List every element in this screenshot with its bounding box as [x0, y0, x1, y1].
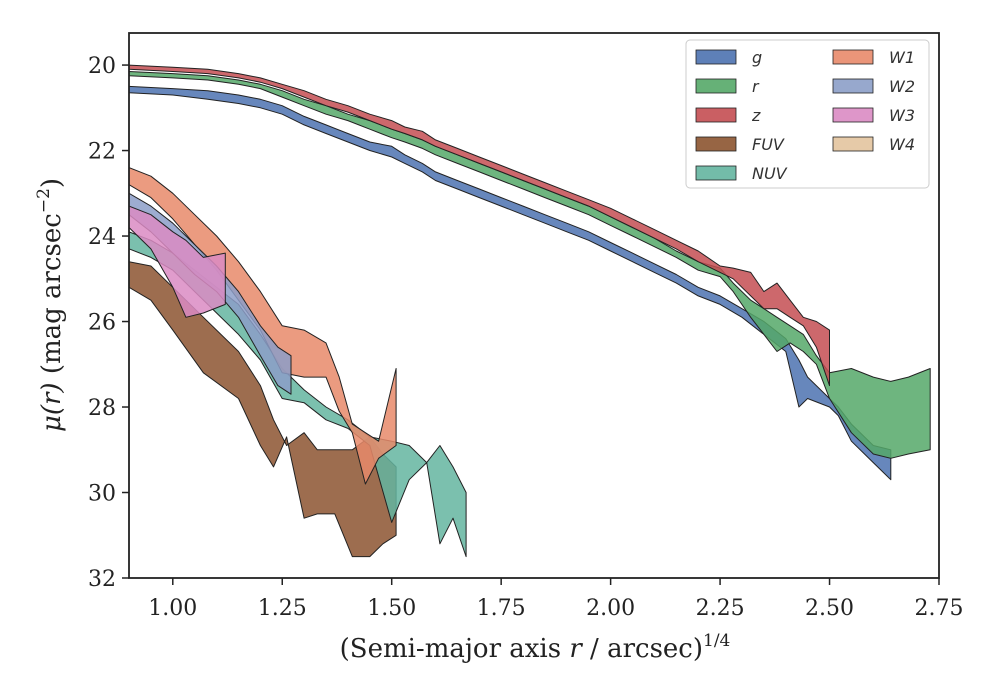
x-tick-label: 1.75 [477, 596, 526, 621]
x-axis-label: (Semi-major axis r / arcsec)1/4 [340, 631, 731, 664]
band-g-0 [129, 85, 892, 481]
x-tick-label: 2.25 [696, 596, 745, 621]
x-tick-label: 2.75 [915, 596, 964, 621]
x-tick-label: 2.00 [586, 596, 635, 621]
legend-swatch-fuv [695, 136, 737, 152]
y-tick-label: 24 [88, 225, 116, 250]
legend-label-w3: W3 [889, 106, 915, 125]
legend-label-w2: W2 [889, 77, 915, 96]
legend-swatch-w4 [832, 136, 874, 152]
x-axis: 1.00 1.25 1.50 1.75 2.00 2.25 2.50 2.75 [148, 578, 963, 621]
legend-swatch-r [695, 78, 737, 94]
x-tick-label: 1.25 [258, 596, 307, 621]
x-tick-label: 1.00 [148, 596, 197, 621]
legend-swatch-w3 [832, 107, 874, 123]
legend-label-g: g [752, 48, 762, 67]
legend-label-w4: W4 [889, 135, 915, 154]
legend-label-w1: W1 [889, 48, 915, 67]
legend-swatch-z [695, 107, 737, 123]
legend-swatch-w2 [832, 78, 874, 94]
y-tick-label: 30 [88, 482, 116, 507]
legend-label-r: r [752, 77, 760, 96]
y-axis: 20 22 24 26 28 30 32 [88, 54, 129, 592]
legend: grz FUV NUV W1 W2 W3 W4 [685, 39, 930, 189]
y-tick-label: 22 [88, 140, 116, 165]
legend-swatch-nuv [695, 165, 737, 181]
legend-label-nuv: NUV [752, 164, 788, 183]
y-tick-label: 32 [88, 567, 116, 592]
x-tick-label: 1.50 [367, 596, 416, 621]
plot-bands [129, 64, 931, 558]
legend-label-fuv: FUV [752, 135, 785, 154]
band-w3-7 [129, 205, 226, 318]
x-tick-label: 2.50 [805, 596, 854, 621]
y-tick-label: 26 [88, 311, 116, 336]
band-fuv-3 [129, 261, 397, 558]
y-tick-label: 20 [88, 54, 116, 79]
band-z-2 [129, 64, 830, 387]
plot-frame [128, 32, 940, 579]
y-axis-label: μ(r) (mag arcsec−2) [34, 178, 67, 432]
y-tick-label: 28 [88, 396, 116, 421]
legend-label-z: z [751, 106, 761, 125]
legend-swatch-w1 [832, 49, 874, 65]
legend-swatch-g [695, 49, 737, 65]
